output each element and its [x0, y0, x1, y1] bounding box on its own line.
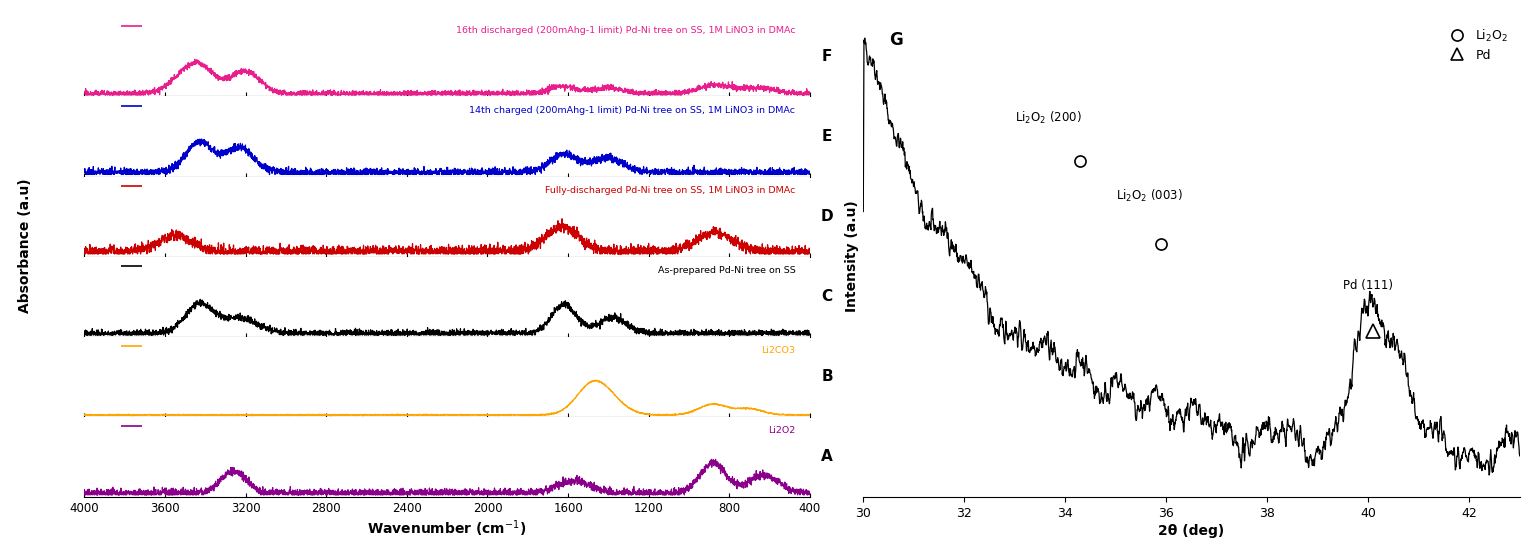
Text: Absorbance (a.u): Absorbance (a.u) — [18, 179, 32, 313]
Text: F: F — [821, 49, 832, 64]
Text: D: D — [821, 209, 834, 224]
Text: Li2CO3: Li2CO3 — [761, 346, 795, 355]
Text: E: E — [821, 129, 832, 144]
Text: G: G — [890, 31, 903, 49]
Text: A: A — [821, 449, 834, 464]
Text: 16th discharged (200mAhg-1 limit) Pd-Ni tree on SS, 1M LiNO3 in DMAc: 16th discharged (200mAhg-1 limit) Pd-Ni … — [456, 26, 795, 35]
Text: 14th charged (200mAhg-1 limit) Pd-Ni tree on SS, 1M LiNO3 in DMAc: 14th charged (200mAhg-1 limit) Pd-Ni tre… — [470, 106, 795, 115]
Text: C: C — [821, 289, 832, 304]
X-axis label: 2θ (deg): 2θ (deg) — [1159, 524, 1225, 538]
Text: Li$_2$O$_2$ (200): Li$_2$O$_2$ (200) — [1015, 110, 1082, 126]
Text: Li2O2: Li2O2 — [768, 426, 795, 435]
Y-axis label: Intensity (a.u): Intensity (a.u) — [846, 201, 860, 312]
Text: Fully-discharged Pd-Ni tree on SS, 1M LiNO3 in DMAc: Fully-discharged Pd-Ni tree on SS, 1M Li… — [545, 186, 795, 195]
Text: Li$_2$O$_2$ (003): Li$_2$O$_2$ (003) — [1116, 188, 1182, 204]
Text: B: B — [821, 369, 834, 384]
Text: As-prepared Pd-Ni tree on SS: As-prepared Pd-Ni tree on SS — [657, 266, 795, 275]
Legend: Li$_2$O$_2$, Pd: Li$_2$O$_2$, Pd — [1440, 22, 1514, 67]
X-axis label: Wavenumber (cm$^{-1}$): Wavenumber (cm$^{-1}$) — [367, 519, 527, 539]
Text: Pd (111): Pd (111) — [1343, 278, 1392, 292]
